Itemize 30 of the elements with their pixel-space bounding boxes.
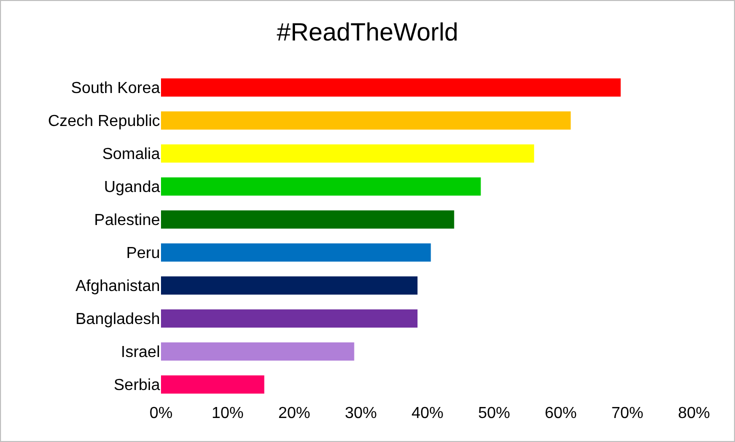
x-tick-label: 10%: [212, 405, 244, 422]
bar: [161, 210, 454, 229]
y-tick-label: Israel: [120, 344, 160, 362]
bar: [161, 78, 621, 97]
x-tick-label: 40%: [411, 405, 444, 422]
bar: [161, 144, 534, 163]
bar: [161, 243, 431, 262]
bar: [161, 177, 481, 196]
bar: [161, 111, 571, 130]
x-tick-label: 20%: [278, 405, 310, 422]
y-tick-label: Serbia: [114, 377, 160, 394]
bar: [161, 276, 418, 295]
y-tick-label: Uganda: [104, 179, 160, 196]
bar: [161, 309, 418, 328]
chart-title: #ReadTheWorld: [276, 18, 458, 46]
x-tick-label: 70%: [611, 405, 644, 422]
x-tick-label: 30%: [344, 405, 377, 422]
bar: [161, 375, 264, 394]
y-tick-label: Afghanistan: [75, 278, 160, 296]
x-tick-label: 60%: [544, 405, 577, 422]
y-tick-label: Peru: [126, 245, 160, 262]
x-tick-label: 0%: [149, 405, 173, 422]
y-tick-label: Palestine: [94, 212, 160, 230]
bar: [161, 342, 354, 361]
x-tick-label: 50%: [478, 405, 510, 422]
y-tick-label: Bangladesh: [75, 311, 160, 328]
y-tick-label: South Korea: [71, 80, 160, 98]
y-tick-label: Somalia: [102, 146, 160, 164]
x-tick-label: 80%: [678, 405, 710, 422]
y-tick-label: Czech Republic: [48, 113, 160, 130]
